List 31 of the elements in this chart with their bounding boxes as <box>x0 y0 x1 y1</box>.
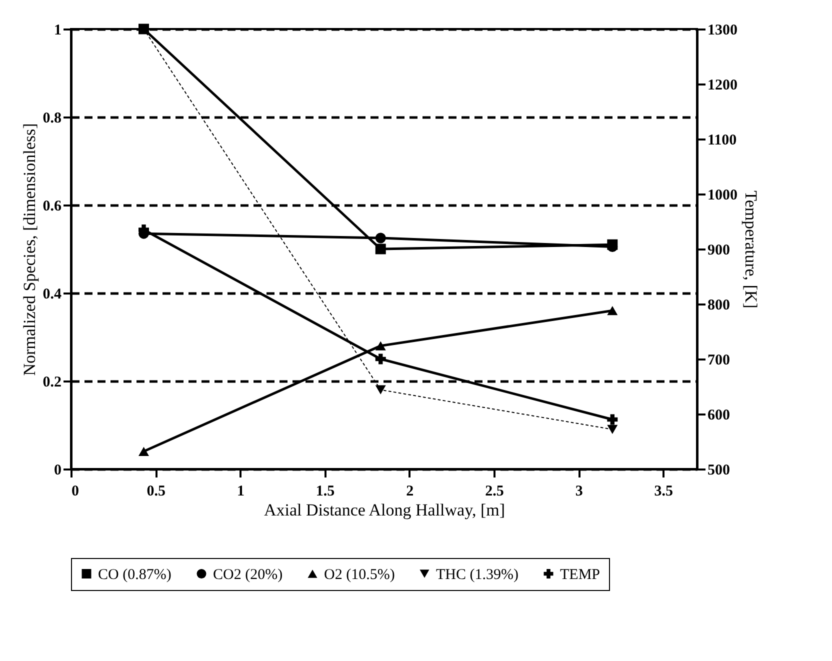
y2-tick-label: 1100 <box>708 132 737 148</box>
y-axis-title: Normalized Species, [dimensionless] <box>20 123 39 376</box>
legend-label: TEMP <box>560 566 600 583</box>
y2-tick-label: 600 <box>708 408 730 424</box>
y-tick-label: 0.4 <box>42 286 62 302</box>
y2-tick-label: 800 <box>708 298 730 314</box>
x-tick-label: 0 <box>72 484 79 500</box>
x-tick-label: 0.5 <box>146 484 166 500</box>
y2-axis-title: Temperature, [K] <box>742 190 760 308</box>
y-tick-label: 0.2 <box>42 374 62 390</box>
y-tick-label: 1 <box>54 22 62 38</box>
x-tick-label: 3.5 <box>654 484 674 500</box>
x-tick-label: 1 <box>236 484 244 500</box>
legend-label: CO2 (20%) <box>213 566 283 583</box>
y2-tick-label: 1300 <box>708 22 738 38</box>
x-tick-label: 2.5 <box>485 484 504 500</box>
legend-label: CO (0.87%) <box>98 566 172 583</box>
legend-label: THC (1.39%) <box>436 566 518 583</box>
y2-tick-label: 1200 <box>708 78 738 94</box>
x-tick-label: 2 <box>406 484 414 500</box>
legend-label: O2 (10.5%) <box>324 566 395 583</box>
y2-tick-label: 700 <box>708 352 730 368</box>
y-tick-label: 0.8 <box>42 110 62 126</box>
y2-tick-label: 1000 <box>708 188 738 204</box>
y2-tick-label: 500 <box>708 462 730 478</box>
x-tick-label: 1.5 <box>316 484 335 500</box>
y-tick-label: 0 <box>54 462 62 478</box>
x-tick-label: 3 <box>575 484 583 500</box>
y-tick-label: 0.6 <box>42 198 62 214</box>
y2-tick-label: 900 <box>708 242 730 258</box>
x-axis-title: Axial Distance Along Hallway, [m] <box>264 500 506 520</box>
